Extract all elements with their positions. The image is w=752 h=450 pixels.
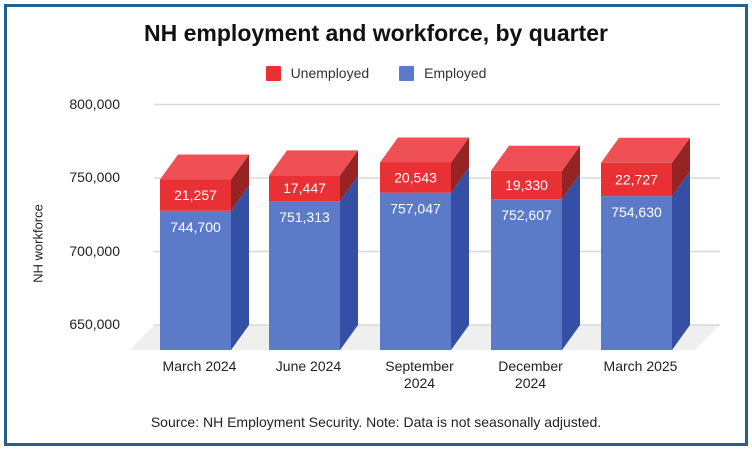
bar-unemployed-side: [231, 154, 249, 211]
bar-unemployed-side: [451, 137, 469, 193]
x-tick-label: June 2024: [254, 358, 364, 375]
data-label-employed: 757,047: [390, 201, 441, 217]
y-tick-label: 700,000: [69, 242, 120, 259]
bar-unemployed-top: [491, 145, 580, 171]
x-tick-label: December 2024: [476, 358, 586, 392]
x-tick-label-line: June 2024: [275, 358, 342, 374]
data-label-employed: 744,700: [170, 219, 221, 235]
bar-employed: [601, 196, 672, 350]
data-label-unemployed: 22,727: [615, 171, 658, 187]
data-label-unemployed: 21,257: [174, 187, 217, 203]
bar-employed: [491, 199, 562, 350]
data-label-unemployed: 17,447: [283, 180, 326, 196]
bar-employed: [269, 201, 340, 350]
bar-employed: [160, 210, 231, 350]
legend: Unemployed Employed: [0, 65, 752, 81]
x-tick-label-line: December: [498, 358, 563, 374]
x-tick-label-line: March 2025: [603, 358, 678, 374]
chart-title: NH employment and workforce, by quarter: [144, 20, 608, 46]
bar-unemployed: [601, 162, 672, 197]
data-label-employed: 754,630: [611, 204, 662, 220]
x-tick-label: September 2024: [365, 358, 475, 392]
bar-unemployed: [160, 179, 231, 211]
bar-unemployed: [269, 175, 340, 202]
legend-label-employed: Employed: [424, 65, 487, 81]
legend-swatch-unemployed: [265, 65, 281, 81]
x-tick-label: March 2025: [586, 358, 696, 375]
bar-employed-side: [340, 176, 358, 350]
bar-employed-side: [231, 185, 249, 350]
legend-label-unemployed: Unemployed: [290, 65, 370, 81]
bar-employed-side: [562, 174, 580, 350]
bar-unemployed: [491, 170, 562, 200]
source-note: Source: NH Employment Security. Note: Da…: [150, 414, 602, 430]
bar-unemployed: [380, 162, 451, 193]
data-label-unemployed: 20,543: [394, 170, 437, 186]
bar-unemployed-top: [380, 137, 469, 163]
bar-unemployed-top: [160, 154, 249, 180]
x-tick-label-line: September: [385, 358, 454, 374]
y-tick-label: 750,000: [69, 169, 120, 185]
bar-employed-side: [451, 167, 469, 350]
x-tick-label-line: 2024: [514, 375, 547, 391]
bar-unemployed-side: [340, 150, 358, 202]
bar-employed: [380, 192, 451, 350]
bar-employed-side: [672, 171, 690, 350]
data-label-employed: 751,313: [279, 209, 330, 225]
bar-unemployed-side: [562, 145, 580, 200]
legend-swatch-employed: [399, 65, 415, 81]
x-tick-label-line: March 2024: [162, 358, 237, 374]
x-tick-label-line: 2024: [403, 375, 436, 391]
bar-unemployed-top: [601, 137, 690, 163]
bar-unemployed-top: [269, 150, 358, 176]
x-tick-label: March 2024: [145, 358, 255, 375]
y-tick-label: 650,000: [69, 316, 120, 332]
data-label-employed: 752,607: [501, 207, 552, 223]
legend-item-unemployed[interactable]: Unemployed: [265, 65, 370, 81]
bar-unemployed-side: [672, 137, 690, 197]
y-tick-label: 800,000: [69, 95, 120, 112]
data-label-unemployed: 19,330: [505, 177, 548, 193]
legend-item-employed[interactable]: Employed: [399, 65, 486, 81]
